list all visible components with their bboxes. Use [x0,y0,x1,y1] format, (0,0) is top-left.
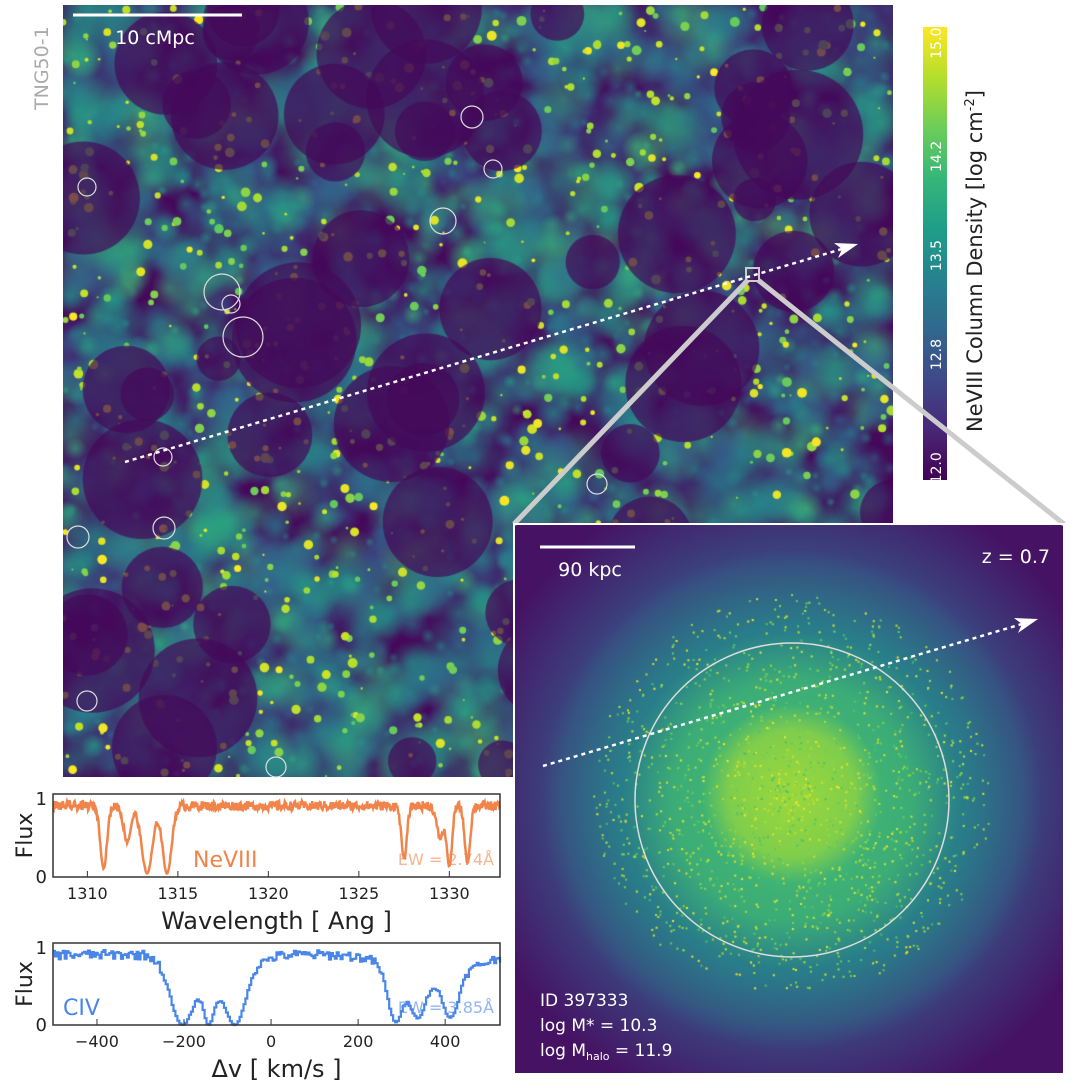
colorbar-tick-label: 13.5 [929,240,945,271]
stellar-mass: log M* = 10.3 [540,1016,657,1036]
colorbar-tick-label: 15.0 [929,28,945,59]
zoom-region-box [745,267,760,282]
x-tick-label: 400 [430,1032,461,1051]
plot-frame [52,793,501,878]
halo-circle [66,525,90,549]
halo-zoom-inset-map [514,524,1064,1074]
halo-circle [203,273,241,311]
spectrum-line [53,949,502,1027]
x-axis-label: Wavelength [ Ang ] [161,907,392,935]
colorbar-ticks: 12.0 12.8 13.5 14.2 15.0 [929,28,945,484]
y-tick-label: 0 [36,867,47,888]
zoom-connector-left [512,278,750,526]
inset-sightline-dashed [542,622,1023,768]
x-tick-label: 1315 [158,884,199,903]
halo-mass-prefix: log M [540,1041,586,1061]
colorbar-tick-label: 14.2 [929,141,945,172]
colorbar-tick-label: 12.8 [929,339,945,370]
halo-circle [77,177,97,197]
colorbar-label-end: ] [963,90,987,98]
halo-mass-sub: halo [586,1050,610,1063]
colorbar-label-main: NeVIII Column Density [log cm [963,111,987,432]
halo-circle [429,207,457,235]
halo-circle [153,447,173,467]
x-tick-label: 0 [266,1032,276,1051]
halo-circle [221,294,241,314]
x-tick-label: 1320 [248,884,289,903]
halo-mass: log Mhalo = 11.9 [540,1041,672,1063]
y-axis-label: Flux [13,813,38,859]
halo-circle [152,516,176,540]
map-scalebar-label: 10 cMpc [115,27,195,49]
sightline-dashed [124,247,843,464]
ion-label: NeVIII [193,848,258,873]
redshift-label: z = 0.7 [982,546,1050,568]
spectrum-line [52,796,501,875]
ion-label: CIV [63,996,100,1021]
sightline-arrowhead [834,243,858,258]
halo-circle [460,105,484,129]
halo-circles [66,105,608,778]
inset-scalebar-label: 90 kpc [558,559,622,581]
equivalent-width-label: EW = 2.74Å [398,850,494,869]
halo-circle [586,473,608,495]
simulation-label: TNG50-1 [31,26,53,111]
colorbar-label: NeVIII Column Density [log cm-2] [963,90,987,432]
halo-circle [483,159,503,179]
x-tick-label: 1310 [67,884,108,903]
colorbar-tick-label: 12.0 [929,452,945,483]
inset-sightline-arrowhead [1014,618,1038,633]
colorbar-label-sup: -2 [963,98,978,111]
x-tick-label: −400 [75,1032,119,1051]
y-tick-label: 1 [36,789,47,810]
x-tick-label: −200 [162,1032,206,1051]
y-axis-label: Flux [13,961,38,1007]
inset-border [513,523,1065,1075]
virial-radius-circle [634,642,950,958]
nev-spectrum-panel: 1310 1315 1320 1325 1330 0 1 Flux Wavelength [ A… [13,789,501,935]
x-tick-label: 1330 [429,884,470,903]
halo-circle [76,690,98,712]
colorbar-gradient [923,27,947,480]
x-axis-label: Δv [ km/s ] [211,1055,341,1082]
halo-circle [265,756,287,778]
equivalent-width-label: EW = 3.85Å [398,998,494,1017]
x-tick-label: 1325 [338,884,379,903]
zoom-connector-right [756,278,1066,526]
halo-mass-suffix: = 11.9 [610,1041,673,1061]
halo-circle [222,316,264,358]
plot-frame [52,942,501,1026]
galaxy-id: ID 397333 [540,991,628,1011]
x-tick-label: 200 [343,1032,374,1051]
y-tick-label: 0 [36,1015,47,1036]
y-tick-label: 1 [36,938,47,959]
